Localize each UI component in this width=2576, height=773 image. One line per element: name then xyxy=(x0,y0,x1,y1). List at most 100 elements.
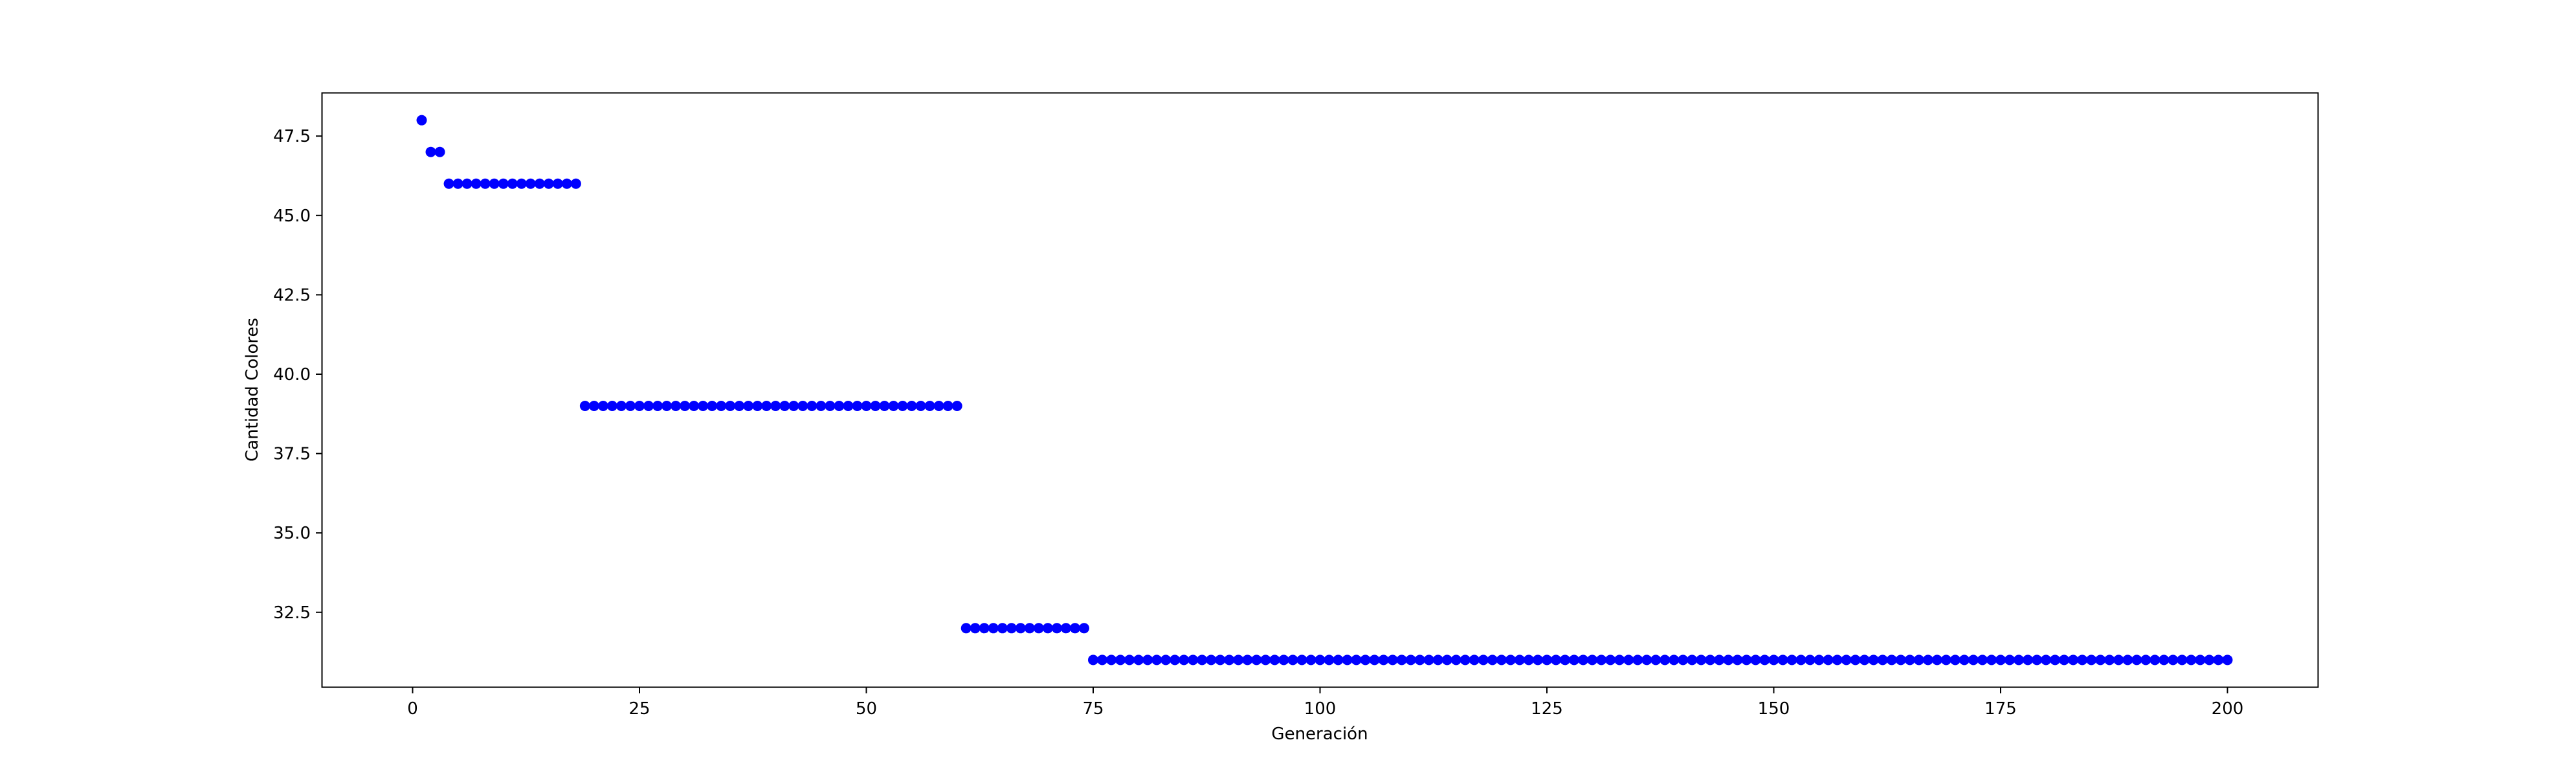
data-point xyxy=(1804,655,1815,666)
data-point xyxy=(743,401,754,412)
data-point xyxy=(1124,655,1135,666)
data-point xyxy=(1242,655,1253,666)
data-point xyxy=(625,401,636,412)
data-point xyxy=(443,178,454,189)
data-point xyxy=(570,178,581,189)
data-point xyxy=(1542,655,1553,666)
data-point xyxy=(1015,623,1026,634)
data-point xyxy=(616,401,627,412)
data-point xyxy=(1614,655,1625,666)
x-axis-label: Generación xyxy=(1271,724,1368,744)
data-point xyxy=(1696,655,1707,666)
data-point xyxy=(1841,655,1852,666)
data-point xyxy=(1750,655,1761,666)
data-point xyxy=(1151,655,1162,666)
data-point xyxy=(2131,655,2142,666)
data-point xyxy=(1051,623,1062,634)
x-tick-label: 50 xyxy=(856,699,877,719)
data-point xyxy=(588,401,599,412)
data-point xyxy=(1251,655,1262,666)
data-point xyxy=(2140,655,2151,666)
data-point xyxy=(1069,623,1080,634)
data-point xyxy=(416,115,427,126)
data-point xyxy=(1324,655,1335,666)
plot-frame xyxy=(321,92,2319,688)
data-point xyxy=(1296,655,1307,666)
data-point xyxy=(2086,655,2097,666)
data-point xyxy=(1678,655,1689,666)
data-point xyxy=(1278,655,1289,666)
data-point xyxy=(634,401,645,412)
data-point xyxy=(2104,655,2115,666)
data-point xyxy=(1224,655,1235,666)
data-point xyxy=(752,401,763,412)
data-point xyxy=(1660,655,1671,666)
data-point xyxy=(543,178,554,189)
data-point xyxy=(1206,655,1217,666)
data-point xyxy=(2023,655,2034,666)
data-point xyxy=(2195,655,2206,666)
data-point xyxy=(552,178,563,189)
data-point xyxy=(561,178,572,189)
x-tick-label: 25 xyxy=(628,699,650,719)
data-point xyxy=(1532,655,1543,666)
data-point xyxy=(1287,655,1298,666)
x-axis-ticks: 0 25 50 75 100 125 150 175 200 xyxy=(407,687,2243,719)
data-point xyxy=(1986,655,1997,666)
data-point xyxy=(1641,655,1652,666)
data-point xyxy=(1342,655,1353,666)
data-point xyxy=(816,401,827,412)
data-point xyxy=(1233,655,1244,666)
data-point xyxy=(1922,655,1933,666)
data-point xyxy=(1505,655,1516,666)
data-point xyxy=(770,401,781,412)
data-point xyxy=(888,401,899,412)
y-tick-label: 47.5 xyxy=(273,127,311,146)
data-point xyxy=(698,401,709,412)
data-point xyxy=(834,401,845,412)
data-point xyxy=(680,401,691,412)
data-point xyxy=(1868,655,1879,666)
data-point xyxy=(1369,655,1380,666)
data-point xyxy=(1632,655,1643,666)
data-point xyxy=(452,178,463,189)
data-point xyxy=(1968,655,1979,666)
data-point xyxy=(471,178,482,189)
x-tick-label: 150 xyxy=(1758,699,1790,719)
data-point xyxy=(843,401,854,412)
data-point xyxy=(933,401,944,412)
x-tick-label: 75 xyxy=(1082,699,1104,719)
y-tick-label: 35.0 xyxy=(273,524,311,543)
data-point xyxy=(498,178,509,189)
data-point xyxy=(1179,655,1190,666)
data-point xyxy=(2004,655,2015,666)
x-tick-label: 125 xyxy=(1531,699,1563,719)
data-point xyxy=(1269,655,1280,666)
data-point xyxy=(2014,655,2025,666)
data-point xyxy=(797,401,808,412)
data-point xyxy=(997,623,1008,634)
data-point xyxy=(870,401,881,412)
data-point xyxy=(525,178,536,189)
data-point xyxy=(1832,655,1843,666)
data-point xyxy=(1551,655,1562,666)
data-point xyxy=(1977,655,1988,666)
data-point xyxy=(906,401,917,412)
data-point xyxy=(1087,655,1098,666)
data-point xyxy=(725,401,736,412)
data-point xyxy=(1360,655,1371,666)
data-point xyxy=(1333,655,1344,666)
y-tick-label: 40.0 xyxy=(273,365,311,385)
data-point xyxy=(2050,655,2061,666)
data-point xyxy=(1106,655,1117,666)
data-point xyxy=(1623,655,1634,666)
data-point xyxy=(425,146,436,157)
data-point xyxy=(1432,655,1443,666)
data-point xyxy=(1160,655,1171,666)
data-point xyxy=(1650,655,1661,666)
data-point xyxy=(671,401,682,412)
data-point xyxy=(788,401,799,412)
data-point xyxy=(1260,655,1271,666)
data-point xyxy=(1170,655,1181,666)
data-point xyxy=(1605,655,1616,666)
